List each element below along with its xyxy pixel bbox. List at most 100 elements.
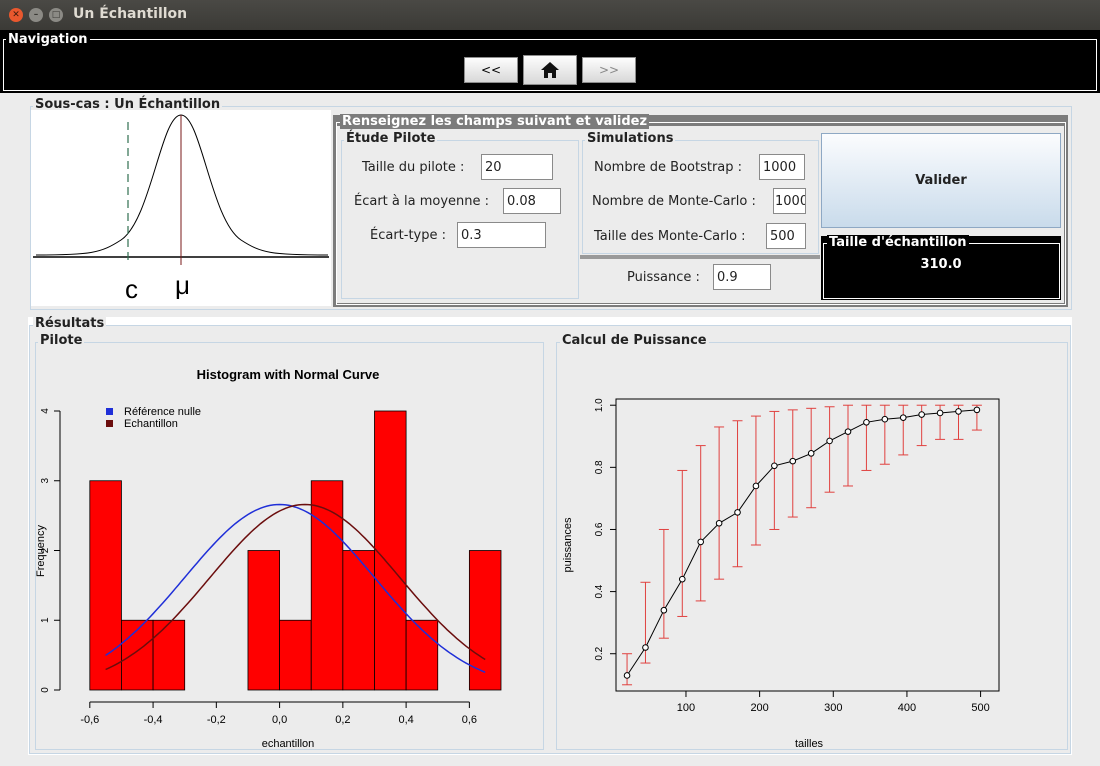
power-point xyxy=(844,428,852,435)
previous-button[interactable]: << xyxy=(464,57,518,83)
histogram-bar xyxy=(89,480,122,691)
histogram-bar xyxy=(247,550,280,691)
home-button[interactable] xyxy=(523,55,577,85)
pilot-chart-legend: Pilote xyxy=(38,333,85,348)
mu-label: μ xyxy=(175,270,190,300)
power-point xyxy=(623,672,631,679)
x-tick-label: 0,6 xyxy=(462,714,477,726)
pilot-study-legend: Étude Pilote xyxy=(344,131,438,146)
navigation-legend: Navigation xyxy=(6,32,90,47)
bootstrap-label: Nombre de Bootstrap : xyxy=(594,160,743,175)
x-tick-label: -0,4 xyxy=(144,714,163,726)
sample-size-legend: Taille d'échantillon xyxy=(827,235,969,250)
minimize-window-button[interactable]: – xyxy=(29,8,43,22)
sd-label: Écart-type : xyxy=(370,228,447,243)
legend-label: Echantillon xyxy=(124,418,178,430)
power-point xyxy=(789,457,797,465)
power-point xyxy=(807,450,815,457)
power-point xyxy=(973,406,981,414)
sample-size-value: 310.0 xyxy=(920,257,962,272)
home-icon xyxy=(541,62,559,78)
bootstrap-input[interactable]: 1000 xyxy=(759,154,805,180)
y-tick-label: 0.2 xyxy=(594,646,605,660)
y-tick-label: 3 xyxy=(40,478,51,484)
pilot-size-input[interactable]: 20 xyxy=(481,154,553,180)
x-tick-label: 400 xyxy=(898,702,916,714)
power-point xyxy=(881,415,889,423)
x-axis-label: tailles xyxy=(795,738,824,747)
normal-curve xyxy=(105,503,486,671)
power-point xyxy=(734,509,741,516)
window-title: Un Échantillon xyxy=(73,6,188,22)
pilot-chart-panel xyxy=(35,342,544,750)
subcase-legend: Sous-cas : Un Échantillon xyxy=(33,97,223,112)
y-tick-label: 0 xyxy=(40,687,51,693)
close-window-button[interactable]: ✕ xyxy=(9,8,23,22)
power-point xyxy=(863,418,870,426)
montecarlo-input[interactable]: 1000 xyxy=(773,188,806,214)
power-point xyxy=(752,482,760,490)
mean-diff-input[interactable]: 0.08 xyxy=(503,188,561,214)
x-tick-label: -0,6 xyxy=(80,714,99,726)
power-line xyxy=(626,409,977,676)
subcase-panel xyxy=(30,106,1072,310)
validate-button[interactable]: Valider xyxy=(821,133,1061,228)
simulations-panel xyxy=(582,140,819,254)
y-tick-label: 0.8 xyxy=(594,460,605,474)
sd-input[interactable]: 0.3 xyxy=(457,222,546,248)
power-point xyxy=(918,411,925,418)
power-point xyxy=(715,519,723,527)
x-tick-label: 0,0 xyxy=(272,714,287,726)
legend-label: Référence nulle xyxy=(124,406,201,418)
distribution-diagram: c μ xyxy=(31,110,331,306)
y-tick-label: 1.0 xyxy=(594,398,605,412)
power-chart: 100 200 300 400 500 0.2 0.4 0.6 0.8 1.0 puissances… xyxy=(562,398,1000,747)
results-panel xyxy=(29,325,1071,754)
histogram-bar xyxy=(468,550,502,691)
x-tick-label: 300 xyxy=(824,702,842,714)
power-point xyxy=(660,606,668,614)
y-tick-label: 2 xyxy=(40,547,51,553)
mean-diff-label: Écart à la moyenne : xyxy=(354,194,490,209)
normal-curve xyxy=(105,503,486,673)
histogram-bar xyxy=(152,619,186,691)
mc-size-input[interactable]: 500 xyxy=(766,223,806,249)
power-point xyxy=(826,437,833,445)
histogram-bar xyxy=(279,619,312,691)
y-axis-label: Frequency xyxy=(36,525,47,577)
window-titlebar: ✕ – □ Un Échantillon xyxy=(0,0,1100,30)
legend-swatch xyxy=(106,420,113,427)
power-point xyxy=(771,462,778,470)
histogram-chart: Histogram with Normal Curve -0,6 -0,4 -0,2 0… xyxy=(36,367,502,747)
bell-curve xyxy=(35,114,329,256)
c-label: c xyxy=(125,274,138,304)
y-tick-label: 4 xyxy=(40,408,51,414)
power-point xyxy=(955,408,962,415)
maximize-window-button[interactable]: □ xyxy=(49,8,63,22)
y-tick-label: 0.6 xyxy=(594,522,605,536)
histogram-bar xyxy=(121,619,154,691)
power-point xyxy=(642,644,649,651)
simulations-legend: Simulations xyxy=(585,131,676,146)
power-point xyxy=(697,538,705,546)
x-tick-label: 100 xyxy=(677,702,695,714)
histogram-title: Histogram with Normal Curve xyxy=(197,367,380,382)
y-tick-label: 0.4 xyxy=(594,584,605,598)
x-tick-label: 200 xyxy=(750,702,768,714)
x-tick-label: 0,4 xyxy=(398,714,413,726)
form-legend: Renseignez les champs suivant et validez xyxy=(340,114,650,129)
power-chart-legend: Calcul de Puissance xyxy=(560,333,709,348)
histogram-bar xyxy=(405,619,439,691)
histogram-bar xyxy=(374,410,407,691)
x-axis-label: echantillon xyxy=(262,738,315,747)
power-point xyxy=(936,409,944,417)
histogram-bar xyxy=(342,550,375,691)
plot-frame xyxy=(615,398,1000,692)
power-input[interactable]: 0.9 xyxy=(713,264,771,290)
x-tick-label: 0,2 xyxy=(335,714,350,726)
next-button[interactable]: >> xyxy=(582,57,636,83)
power-chart-panel xyxy=(556,342,1068,750)
power-point xyxy=(678,575,686,583)
legend-swatch xyxy=(106,408,113,415)
y-tick-label: 1 xyxy=(40,617,51,623)
